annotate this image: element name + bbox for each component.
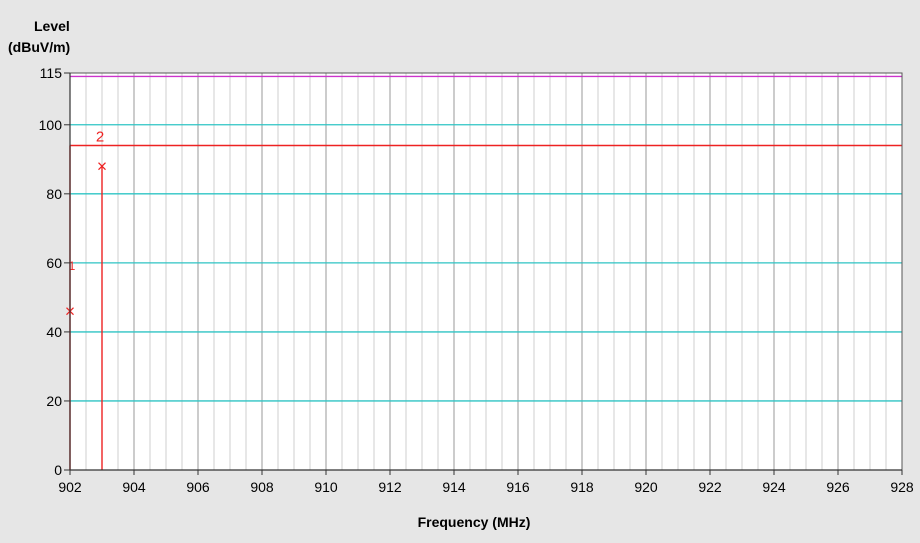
y-tick-label: 80 [46,186,62,202]
x-tick-label: 926 [826,479,850,495]
y-axis-label-line1: Level [34,18,70,34]
x-tick-label: 928 [890,479,914,495]
x-tick-label: 914 [442,479,466,495]
y-tick-label: 0 [54,462,62,478]
y-tick-label: 40 [46,324,62,340]
marker-label: 1 [69,259,76,273]
y-tick-label: 100 [39,117,63,133]
x-tick-label: 922 [698,479,722,495]
y-tick-label: 115 [40,65,63,81]
x-tick-label: 908 [250,479,274,495]
x-tick-label: 902 [58,479,82,495]
x-tick-label: 904 [122,479,146,495]
marker-cross [98,162,106,171]
x-tick-label: 916 [506,479,530,495]
x-tick-label: 924 [762,479,786,495]
x-tick-label: 912 [378,479,402,495]
x-axis-label: Frequency (MHz) [418,514,531,530]
y-tick-label: 60 [46,255,62,271]
y-axis-label-line2: (dBuV/m) [8,39,70,55]
x-tick-label: 910 [314,479,338,495]
x-tick-label: 920 [634,479,658,495]
y-tick-label: 20 [46,393,62,409]
x-tick-label: 918 [570,479,594,495]
marker-label: 2 [96,128,104,145]
x-tick-label: 906 [186,479,210,495]
